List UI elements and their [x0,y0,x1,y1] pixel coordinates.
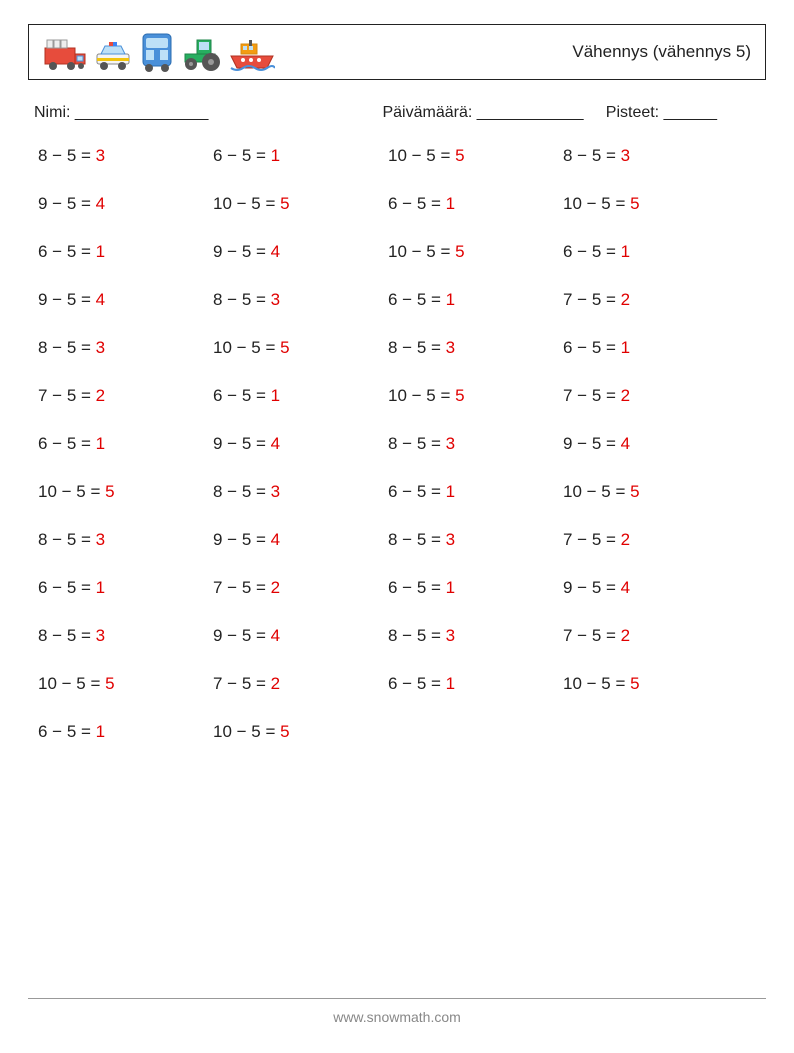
name-field: Nimi: _______________ [34,104,382,122]
problem-cell: 8 − 5 = 3 [388,530,563,550]
problem-cell: 6 − 5 = 1 [38,434,213,454]
problems-grid: 8 − 5 = 36 − 5 = 110 − 5 = 58 − 5 = 39 −… [28,132,766,756]
problem-cell: 6 − 5 = 1 [388,194,563,214]
problem-cell: 9 − 5 = 4 [563,578,738,598]
problem-cell: 10 − 5 = 5 [38,674,213,694]
boat-icon [229,38,275,74]
problem-cell: 6 − 5 = 1 [213,146,388,166]
problem-cell: 8 − 5 = 3 [213,290,388,310]
problem-cell: 9 − 5 = 4 [213,242,388,262]
problem-cell: 9 − 5 = 4 [563,434,738,454]
problem-cell: 10 − 5 = 5 [213,338,388,358]
problem-cell: 8 − 5 = 3 [38,146,213,166]
problem-cell: 10 − 5 = 5 [388,386,563,406]
problem-cell: 8 − 5 = 3 [388,626,563,646]
problem-row: 8 − 5 = 310 − 5 = 58 − 5 = 36 − 5 = 1 [38,324,766,372]
problem-cell: 10 − 5 = 5 [563,194,738,214]
problem-row: 9 − 5 = 48 − 5 = 36 − 5 = 17 − 5 = 2 [38,276,766,324]
problem-cell: 6 − 5 = 1 [388,482,563,502]
problem-cell: 9 − 5 = 4 [38,194,213,214]
problem-row: 8 − 5 = 39 − 5 = 48 − 5 = 37 − 5 = 2 [38,516,766,564]
problem-row: 10 − 5 = 57 − 5 = 26 − 5 = 110 − 5 = 5 [38,660,766,708]
problem-cell: 9 − 5 = 4 [213,626,388,646]
problem-cell: 8 − 5 = 3 [38,338,213,358]
problem-cell: 7 − 5 = 2 [213,578,388,598]
firetruck-icon [43,34,87,74]
problem-cell: 8 − 5 = 3 [38,530,213,550]
date-field: Päivämäärä: ____________ [382,104,583,121]
problem-cell: 8 − 5 = 3 [563,146,738,166]
problem-cell: 6 − 5 = 1 [38,722,213,742]
problem-row: 6 − 5 = 19 − 5 = 410 − 5 = 56 − 5 = 1 [38,228,766,276]
problem-row: 10 − 5 = 58 − 5 = 36 − 5 = 110 − 5 = 5 [38,468,766,516]
problem-cell: 7 − 5 = 2 [563,290,738,310]
problem-row: 6 − 5 = 19 − 5 = 48 − 5 = 39 − 5 = 4 [38,420,766,468]
problem-cell: 7 − 5 = 2 [563,386,738,406]
header-box: Vähennys (vähennys 5) [28,24,766,80]
police-car-icon [93,34,133,74]
footer-divider [28,998,766,999]
problem-cell: 8 − 5 = 3 [213,482,388,502]
problem-row: 8 − 5 = 39 − 5 = 48 − 5 = 37 − 5 = 2 [38,612,766,660]
problem-cell: 6 − 5 = 1 [563,338,738,358]
bus-icon [139,30,175,74]
problem-cell: 6 − 5 = 1 [38,578,213,598]
problem-row: 8 − 5 = 36 − 5 = 110 − 5 = 58 − 5 = 3 [38,132,766,180]
problem-cell: 10 − 5 = 5 [388,146,563,166]
problem-cell: 8 − 5 = 3 [388,434,563,454]
problem-row: 7 − 5 = 26 − 5 = 110 − 5 = 57 − 5 = 2 [38,372,766,420]
tractor-icon [181,34,223,74]
problem-cell: 7 − 5 = 2 [213,674,388,694]
problem-cell: 8 − 5 = 3 [38,626,213,646]
problem-cell: 6 − 5 = 1 [38,242,213,262]
vehicle-icons [43,30,275,74]
problem-cell: 6 − 5 = 1 [213,386,388,406]
problem-row: 6 − 5 = 110 − 5 = 5 [38,708,766,756]
problem-row: 9 − 5 = 410 − 5 = 56 − 5 = 110 − 5 = 5 [38,180,766,228]
problem-cell: 6 − 5 = 1 [388,290,563,310]
problem-cell: 6 − 5 = 1 [563,242,738,262]
problem-cell: 6 − 5 = 1 [388,674,563,694]
problem-cell: 10 − 5 = 5 [563,674,738,694]
problem-cell: 6 − 5 = 1 [388,578,563,598]
worksheet-title: Vähennys (vähennys 5) [572,42,751,62]
footer-text: www.snowmath.com [0,1009,794,1025]
problem-cell: 10 − 5 = 5 [563,482,738,502]
problem-cell: 7 − 5 = 2 [563,626,738,646]
score-field: Pisteet: ______ [606,104,717,121]
meta-row: Nimi: _______________ Päivämäärä: ______… [34,104,760,122]
problem-cell: 10 − 5 = 5 [213,722,388,742]
problem-cell: 9 − 5 = 4 [38,290,213,310]
problem-row: 6 − 5 = 17 − 5 = 26 − 5 = 19 − 5 = 4 [38,564,766,612]
problem-cell: 8 − 5 = 3 [388,338,563,358]
problem-cell: 10 − 5 = 5 [388,242,563,262]
problem-cell: 10 − 5 = 5 [213,194,388,214]
problem-cell: 9 − 5 = 4 [213,530,388,550]
problem-cell: 9 − 5 = 4 [213,434,388,454]
problem-cell: 7 − 5 = 2 [38,386,213,406]
problem-cell: 10 − 5 = 5 [38,482,213,502]
problem-cell: 7 − 5 = 2 [563,530,738,550]
